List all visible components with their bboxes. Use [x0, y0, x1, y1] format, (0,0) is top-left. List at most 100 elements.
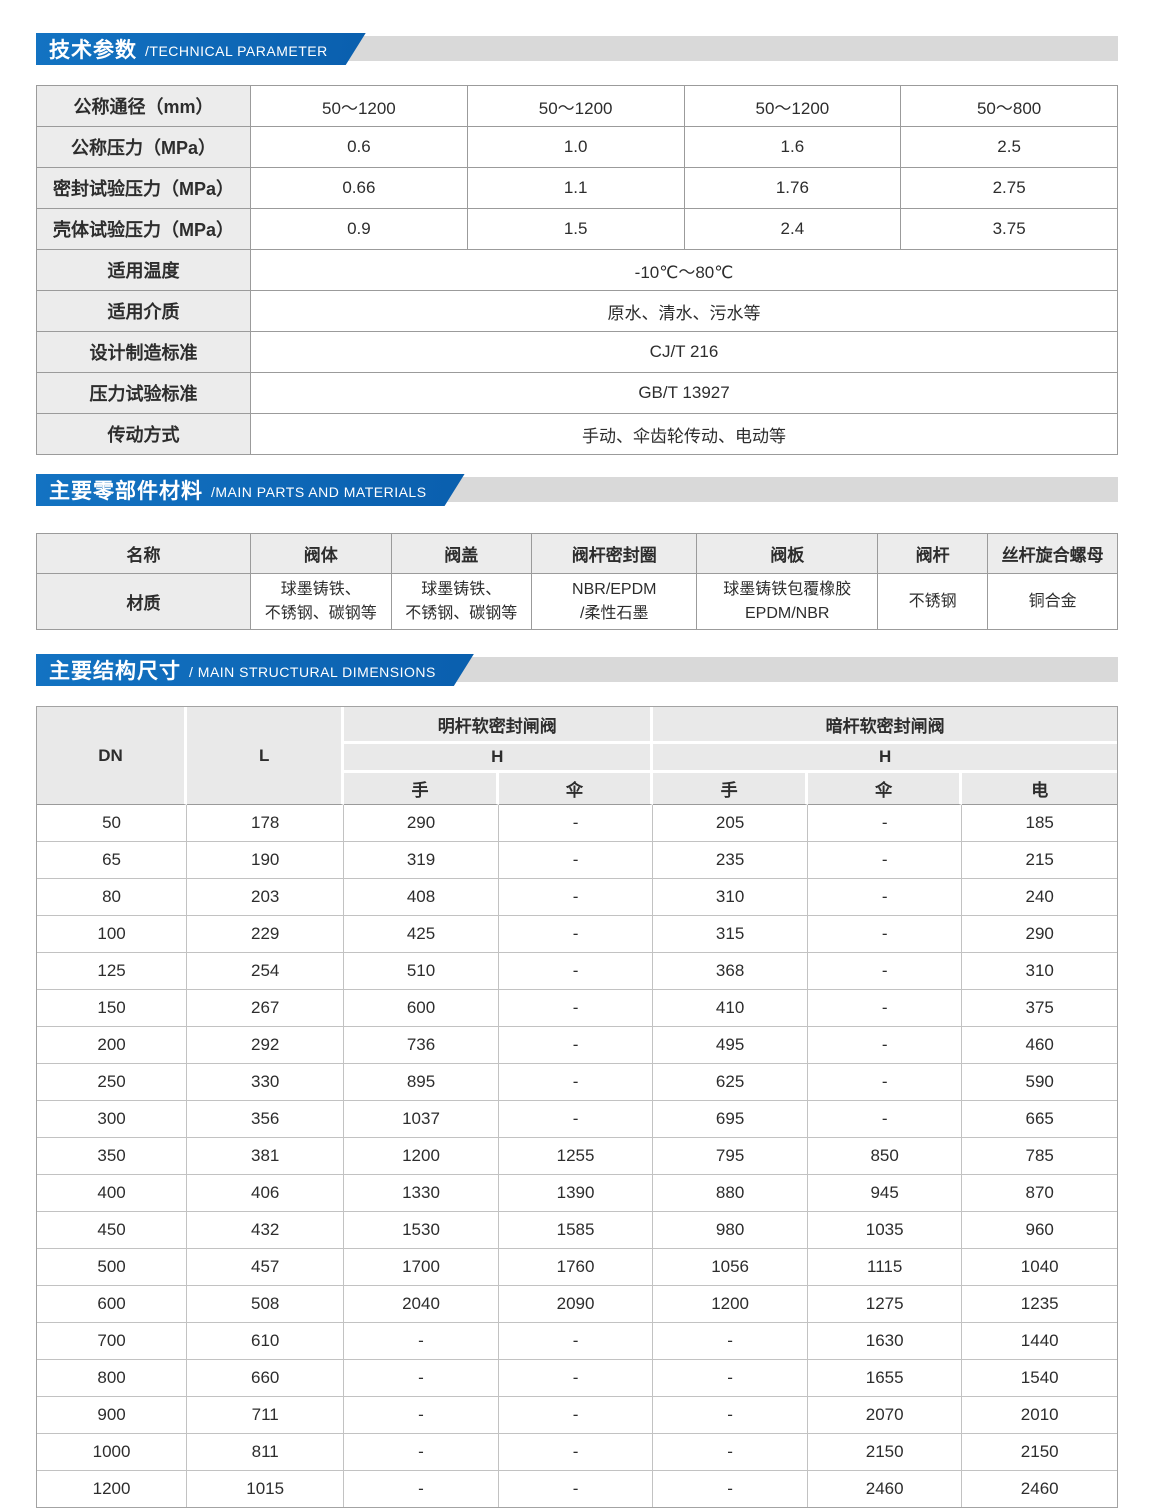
section-title-cn: 技术参数 — [49, 39, 137, 62]
dims-value: - — [498, 916, 654, 953]
dims-value: 368 — [653, 953, 808, 990]
dims-dn-value: 450 — [37, 1212, 188, 1249]
param-row: 传动方式 手动、伞齿轮传动、电动等 — [35, 413, 1118, 455]
dims-value: - — [498, 1434, 654, 1471]
param-value: 1.1 — [466, 167, 685, 209]
dims-value: 1540 — [962, 1360, 1117, 1397]
dims-value: 240 — [962, 879, 1117, 916]
dims-value: - — [344, 1434, 499, 1471]
banner-gray-band — [345, 36, 1118, 61]
dims-dn-value: 800 — [37, 1360, 188, 1397]
dims-row: 350 381 1200 1255 795 850 785 — [37, 1138, 1117, 1175]
section-technical: 技术参数 /TECHNICAL PARAMETER 公称通径（mm） 50～120… — [35, 33, 1118, 455]
dims-value: 310 — [653, 879, 808, 916]
dims-value: 625 — [653, 1064, 808, 1101]
dims-value: 510 — [344, 953, 499, 990]
dims-dn-value: 100 — [37, 916, 188, 953]
dims-value: - — [344, 1471, 499, 1507]
dims-value: 319 — [344, 842, 499, 879]
dims-value: 190 — [187, 842, 345, 879]
dims-value: 610 — [187, 1323, 345, 1360]
materials-material-value: 球墨铸铁、 不锈钢、碳钢等 — [390, 573, 533, 630]
dims-value: 1035 — [807, 1212, 963, 1249]
dims-value: 406 — [187, 1175, 345, 1212]
dims-row: 800 660- - -1655 1540 — [37, 1360, 1117, 1397]
dims-value: 1115 — [807, 1249, 963, 1286]
dims-dn-value: 150 — [37, 990, 188, 1027]
param-label: 传动方式 — [35, 413, 252, 455]
materials-part-name: 阀体 — [250, 533, 392, 574]
dims-value: 1200 — [344, 1138, 499, 1175]
param-value: 50～1200 — [250, 85, 468, 127]
dims-dn-value: 350 — [37, 1138, 188, 1175]
dims-value: - — [344, 1397, 499, 1434]
materials-part-name: 阀盖 — [390, 533, 533, 574]
param-value-span: 原水、清水、污水等 — [250, 290, 1118, 332]
dims-value: 795 — [653, 1138, 808, 1175]
dims-value: 960 — [962, 1212, 1117, 1249]
dims-dn-value: 400 — [37, 1175, 188, 1212]
dims-row: 900 711- - -2070 2010 — [37, 1397, 1117, 1434]
dims-row: 65 190 319-235-215 — [37, 842, 1117, 879]
section-banner-dimensions: 主要结构尺寸 / MAIN STRUCTURAL DIMENSIONS — [36, 654, 1118, 686]
dims-row: 1200 1015- - -2460 2460 — [37, 1471, 1117, 1507]
dims-row: 150 267 600-410-375 — [37, 990, 1117, 1027]
dims-row: 100 229 425-315-290 — [37, 916, 1117, 953]
materials-part-name: 阀杆 — [876, 533, 989, 574]
dims-value: - — [807, 842, 963, 879]
param-row: 公称压力（MPa） 0.6 1.0 1.6 2.5 — [35, 126, 1118, 168]
param-value: 1.5 — [466, 208, 685, 250]
materials-part-name: 丝杆旋合螺母 — [987, 533, 1118, 574]
dims-value: 1040 — [962, 1249, 1117, 1286]
dims-value: 665 — [962, 1101, 1117, 1138]
param-row: 公称通径（mm） 50～1200 50～1200 50～1200 50～800 — [35, 85, 1118, 127]
dims-row: 500 457 1700 1760 1056 1115 1040 — [37, 1249, 1117, 1286]
dims-value: 1700 — [344, 1249, 499, 1286]
materials-material-value: 球墨铸铁、 不锈钢、碳钢等 — [250, 573, 392, 630]
dims-value: 495 — [653, 1027, 808, 1064]
dims-value: 870 — [962, 1175, 1117, 1212]
param-value: 0.9 — [250, 208, 468, 250]
param-row: 适用温度 -10℃～80℃ — [35, 249, 1118, 291]
dims-value: - — [344, 1360, 499, 1397]
dims-value: 203 — [187, 879, 345, 916]
dims-row: 600 508 2040 2090 1200 1275 1235 — [37, 1286, 1117, 1323]
technical-parameter-table: 公称通径（mm） 50～1200 50～1200 50～1200 50～800 公称压力（… — [35, 85, 1118, 455]
dims-value: 711 — [187, 1397, 345, 1434]
dims-value: 330 — [187, 1064, 345, 1101]
dims-value: 2070 — [807, 1397, 963, 1434]
dims-value: 508 — [187, 1286, 345, 1323]
section-banner-technical: 技术参数 /TECHNICAL PARAMETER — [36, 33, 1118, 65]
param-row: 设计制造标准 CJ/T 216 — [35, 331, 1118, 373]
param-label: 公称通径（mm） — [35, 85, 252, 127]
param-label: 壳体试验压力（MPa） — [35, 208, 252, 250]
materials-material-value: 球墨铸铁包覆橡胶 EPDM/NBR — [696, 573, 878, 630]
param-value: 0.66 — [250, 167, 468, 209]
dims-value: - — [498, 1360, 654, 1397]
dims-value: - — [653, 1360, 808, 1397]
dims-value: 1037 — [344, 1101, 499, 1138]
dims-value: - — [498, 990, 654, 1027]
dims-value: 375 — [962, 990, 1117, 1027]
param-value: 3.75 — [900, 208, 1118, 250]
dims-value: - — [498, 1064, 654, 1101]
dims-value: 215 — [962, 842, 1117, 879]
dims-value: 811 — [187, 1434, 345, 1471]
param-label: 设计制造标准 — [35, 331, 252, 373]
param-row: 压力试验标准 GB/T 13927 — [35, 372, 1118, 414]
materials-material-value: 不锈钢 — [876, 573, 989, 630]
dims-dn-value: 1000 — [37, 1434, 188, 1471]
dims-dn-value: 900 — [37, 1397, 188, 1434]
dims-group-non-rising-stem: 暗杆软密封闸阀 — [653, 707, 1117, 744]
dims-value: 1655 — [807, 1360, 963, 1397]
dimensions-table-frame: DN L 明杆软密封闸阀 暗杆软密封闸阀 H H 手 伞 手 伞 电 — [36, 706, 1118, 1508]
dims-value: - — [807, 990, 963, 1027]
dims-value: 356 — [187, 1101, 345, 1138]
param-value: 1.76 — [683, 167, 902, 209]
dims-value: 2010 — [962, 1397, 1117, 1434]
param-row: 密封试验压力（MPa） 0.66 1.1 1.76 2.75 — [35, 167, 1118, 209]
banner-gray-band — [444, 477, 1118, 502]
dims-dn-value: 50 — [37, 805, 188, 842]
dims-value: 410 — [653, 990, 808, 1027]
dims-value: 600 — [344, 990, 499, 1027]
